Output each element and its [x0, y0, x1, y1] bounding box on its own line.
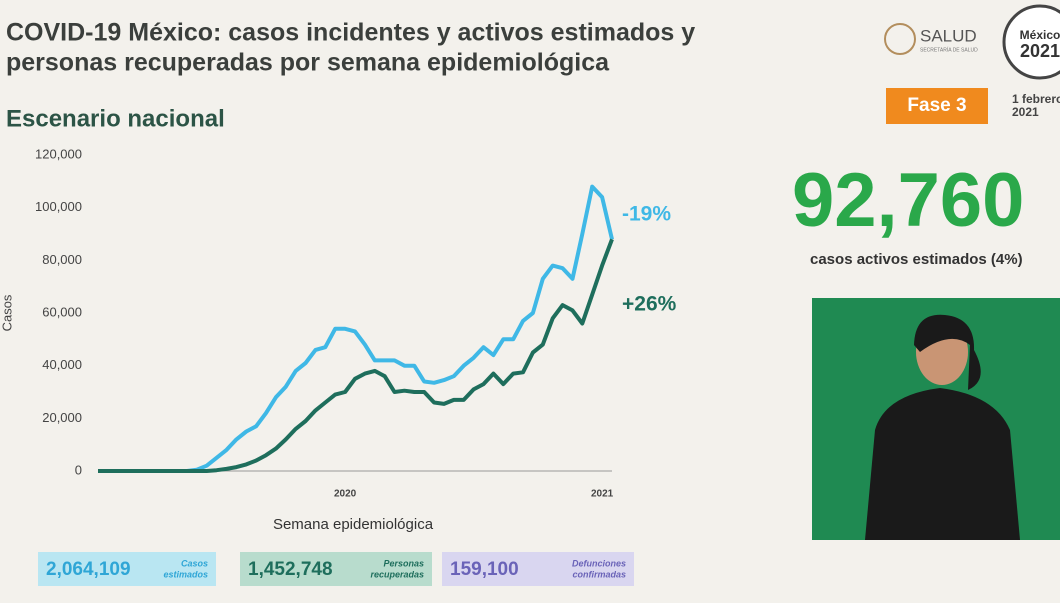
y-tick-label: 60,000 — [42, 304, 82, 319]
kpi-value: 2,064,109 — [46, 559, 131, 580]
kpi-label: recuperadas — [370, 569, 424, 579]
series-line — [98, 184, 614, 473]
title-line: COVID-19 México: casos incidentes y acti… — [6, 19, 695, 47]
kpi-label: Personas — [383, 558, 424, 568]
annotation: -19% — [622, 203, 671, 226]
date: 1 febrero — [1012, 92, 1060, 106]
kpi-box — [442, 552, 634, 586]
title-line: personas recuperadas por semana epidemio… — [6, 49, 610, 77]
kpi-value: 159,100 — [450, 559, 519, 580]
phase-badge — [886, 88, 988, 124]
x-axis-label: Semana epidemiológica — [273, 516, 434, 533]
kpi-box — [240, 552, 432, 586]
y-tick-label: 100,000 — [35, 199, 82, 214]
kpi-label: Defunciones — [572, 558, 626, 568]
active-cases-label: casos activos estimados (4%) — [810, 251, 1023, 268]
phase: Fase 3 — [907, 95, 966, 116]
date: 2021 — [1012, 105, 1039, 119]
subtitle: Escenario nacional — [6, 105, 225, 132]
brand: SALUD — [920, 26, 977, 45]
kpi-label: confirmadas — [572, 569, 626, 579]
kpi-label: Casos — [181, 558, 208, 568]
x-tick-label: 2021 — [591, 489, 614, 500]
logo-text: 2021 — [1020, 41, 1060, 61]
y-tick-label: 120,000 — [35, 146, 82, 161]
kpi-label: estimados — [163, 569, 208, 579]
y-tick-label: 0 — [75, 462, 82, 477]
kpi-box — [38, 552, 216, 586]
y-tick-label: 20,000 — [42, 410, 82, 425]
logo-text: México — [1020, 28, 1060, 42]
emblem — [884, 23, 916, 55]
x-tick-label: 2020 — [334, 489, 357, 500]
logo — [1002, 4, 1060, 80]
brand-sub: SECRETARÍA DE SALUD — [920, 46, 978, 53]
annotation: +26% — [622, 293, 677, 316]
figure-hair — [914, 314, 981, 390]
y-axis-label: Casos — [0, 294, 14, 331]
y-tick-label: 80,000 — [42, 252, 82, 267]
kpi-value: 1,452,748 — [248, 559, 333, 580]
interpreter-video — [812, 298, 1060, 540]
figure-body — [865, 388, 1020, 540]
active-cases-value: 92,760 — [792, 158, 1024, 243]
y-tick-label: 40,000 — [42, 357, 82, 372]
series-line — [98, 238, 614, 473]
